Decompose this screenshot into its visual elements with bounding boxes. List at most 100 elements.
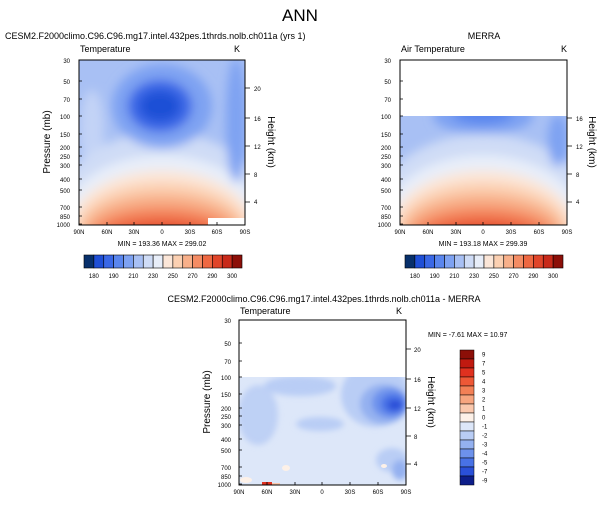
colorbar-label: 300 xyxy=(548,274,559,280)
colorbar-label: 290 xyxy=(528,274,539,280)
colorbar-label: 230 xyxy=(469,274,480,280)
colorbar-obs: 180 190 210 230 250 270 290 300 xyxy=(404,254,564,280)
colorbar-swatch xyxy=(93,254,105,269)
y-tick: 50 xyxy=(224,342,231,348)
colorbar-swatch xyxy=(459,376,475,387)
colorbar-swatch xyxy=(123,254,134,269)
colorbar-swatch xyxy=(459,475,475,486)
colorbar-label: -3 xyxy=(482,443,488,449)
y-tick: 100 xyxy=(381,115,392,121)
colorbar-label: 0 xyxy=(482,416,486,422)
panel-difference-units: K xyxy=(396,306,402,316)
colorbar-swatch xyxy=(459,448,475,459)
y2-tick: 4 xyxy=(254,200,258,206)
x-tick: 60S xyxy=(534,230,545,236)
colorbar-label: -7 xyxy=(482,470,488,476)
x-tick: 30N xyxy=(450,230,461,236)
panel-difference-field xyxy=(239,320,406,485)
figure-title: ANN xyxy=(282,6,318,25)
colorbar-label: 210 xyxy=(449,274,460,280)
colorbar-swatch xyxy=(523,254,534,269)
colorbar-label: -9 xyxy=(482,479,488,485)
y2-axis-title: Height (km) xyxy=(425,376,436,428)
colorbar-label: -4 xyxy=(482,452,488,458)
y2-tick: 20 xyxy=(254,87,261,93)
colorbar-swatch xyxy=(212,254,223,269)
x-tick: 90S xyxy=(401,490,412,496)
x-tick: 30N xyxy=(289,490,300,496)
y-tick: 1000 xyxy=(57,223,71,229)
y-tick: 200 xyxy=(221,407,232,413)
x-tick: 90S xyxy=(562,230,573,236)
x-tick: 0 xyxy=(320,490,324,496)
panel-obs-field xyxy=(400,60,567,225)
panel-difference-y2-axis: Height (km) 4 8 12 16 20 xyxy=(406,348,436,468)
colorbar-swatch xyxy=(192,254,203,269)
y-tick: 30 xyxy=(224,319,231,325)
x-tick: 60N xyxy=(422,230,433,236)
colorbar-label: -2 xyxy=(482,434,488,440)
y-axis-title: Pressure (mb) xyxy=(42,110,53,173)
colorbar-label: 7 xyxy=(482,362,486,368)
y-tick: 850 xyxy=(381,215,392,221)
colorbar-swatch xyxy=(459,367,475,378)
y2-tick: 8 xyxy=(254,173,258,179)
colorbar-label: 9 xyxy=(482,353,486,359)
colorbar-swatch xyxy=(459,412,475,423)
y-tick: 150 xyxy=(221,393,232,399)
y-tick: 30 xyxy=(63,59,70,65)
colorbar-swatch xyxy=(459,403,475,414)
y-tick: 300 xyxy=(60,164,71,170)
colorbar-label: 180 xyxy=(410,274,421,280)
y-tick: 500 xyxy=(381,189,392,195)
colorbar-label: 250 xyxy=(489,274,500,280)
colorbar-swatch xyxy=(483,254,495,269)
x-tick: 30N xyxy=(128,230,139,236)
colorbar-swatch xyxy=(152,254,164,269)
colorbar-swatch xyxy=(473,254,485,269)
panel-model-field xyxy=(79,60,245,225)
y2-tick: 12 xyxy=(414,407,421,413)
y-tick: 850 xyxy=(221,475,232,481)
panel-model-y-axis: Pressure (mb) 30 50 70 100 150 200 250 3… xyxy=(42,59,82,229)
colorbar-swatch xyxy=(552,254,564,269)
y-tick: 250 xyxy=(381,155,392,161)
colorbar-swatch xyxy=(172,254,184,269)
colorbar-difference: 9 7 5 4 3 2 1 0 -1 -2 -3 -4 -5 -7 -9 xyxy=(459,349,488,486)
colorbar-label: 4 xyxy=(482,380,486,386)
colorbar-label: -5 xyxy=(482,461,488,467)
panel-difference-y-axis: Pressure (mb) 30 50 70 100 150 200 250 3… xyxy=(202,319,242,489)
y-tick: 70 xyxy=(224,360,231,366)
colorbar-swatch xyxy=(459,358,475,369)
colorbar-label: 230 xyxy=(148,274,159,280)
y-tick: 400 xyxy=(60,178,71,184)
y2-tick: 16 xyxy=(254,117,261,123)
colorbar-label: 190 xyxy=(109,274,120,280)
colorbar-swatch xyxy=(493,254,505,269)
y-tick: 400 xyxy=(221,438,232,444)
y2-tick: 12 xyxy=(576,145,583,151)
panel-obs-y2-axis: Height (km) 4 8 12 16 xyxy=(567,116,597,206)
panel-model-left-label: Temperature xyxy=(80,44,131,54)
y-tick: 1000 xyxy=(218,483,232,489)
panel-difference-left-label: Temperature xyxy=(240,306,291,316)
y-tick: 850 xyxy=(60,215,71,221)
colorbar-swatch xyxy=(414,254,426,269)
colorbar-swatch xyxy=(162,254,174,269)
x-tick: 60N xyxy=(101,230,112,236)
colorbar-swatch xyxy=(424,254,435,269)
colorbar-label: 300 xyxy=(227,274,238,280)
colorbar-swatch xyxy=(434,254,445,269)
x-tick: 0 xyxy=(160,230,164,236)
x-tick: 30S xyxy=(506,230,517,236)
colorbar-swatch xyxy=(533,254,544,269)
colorbar-swatch xyxy=(221,254,233,269)
y-tick: 250 xyxy=(221,415,232,421)
panel-obs-left-label: Air Temperature xyxy=(401,44,465,54)
y-axis-title: Pressure (mb) xyxy=(202,370,213,433)
panel-obs-stats: MIN = 193.18 MAX = 299.39 xyxy=(439,241,528,248)
y-tick: 200 xyxy=(60,146,71,152)
colorbar-swatch xyxy=(459,349,475,360)
y-tick: 700 xyxy=(381,206,392,212)
